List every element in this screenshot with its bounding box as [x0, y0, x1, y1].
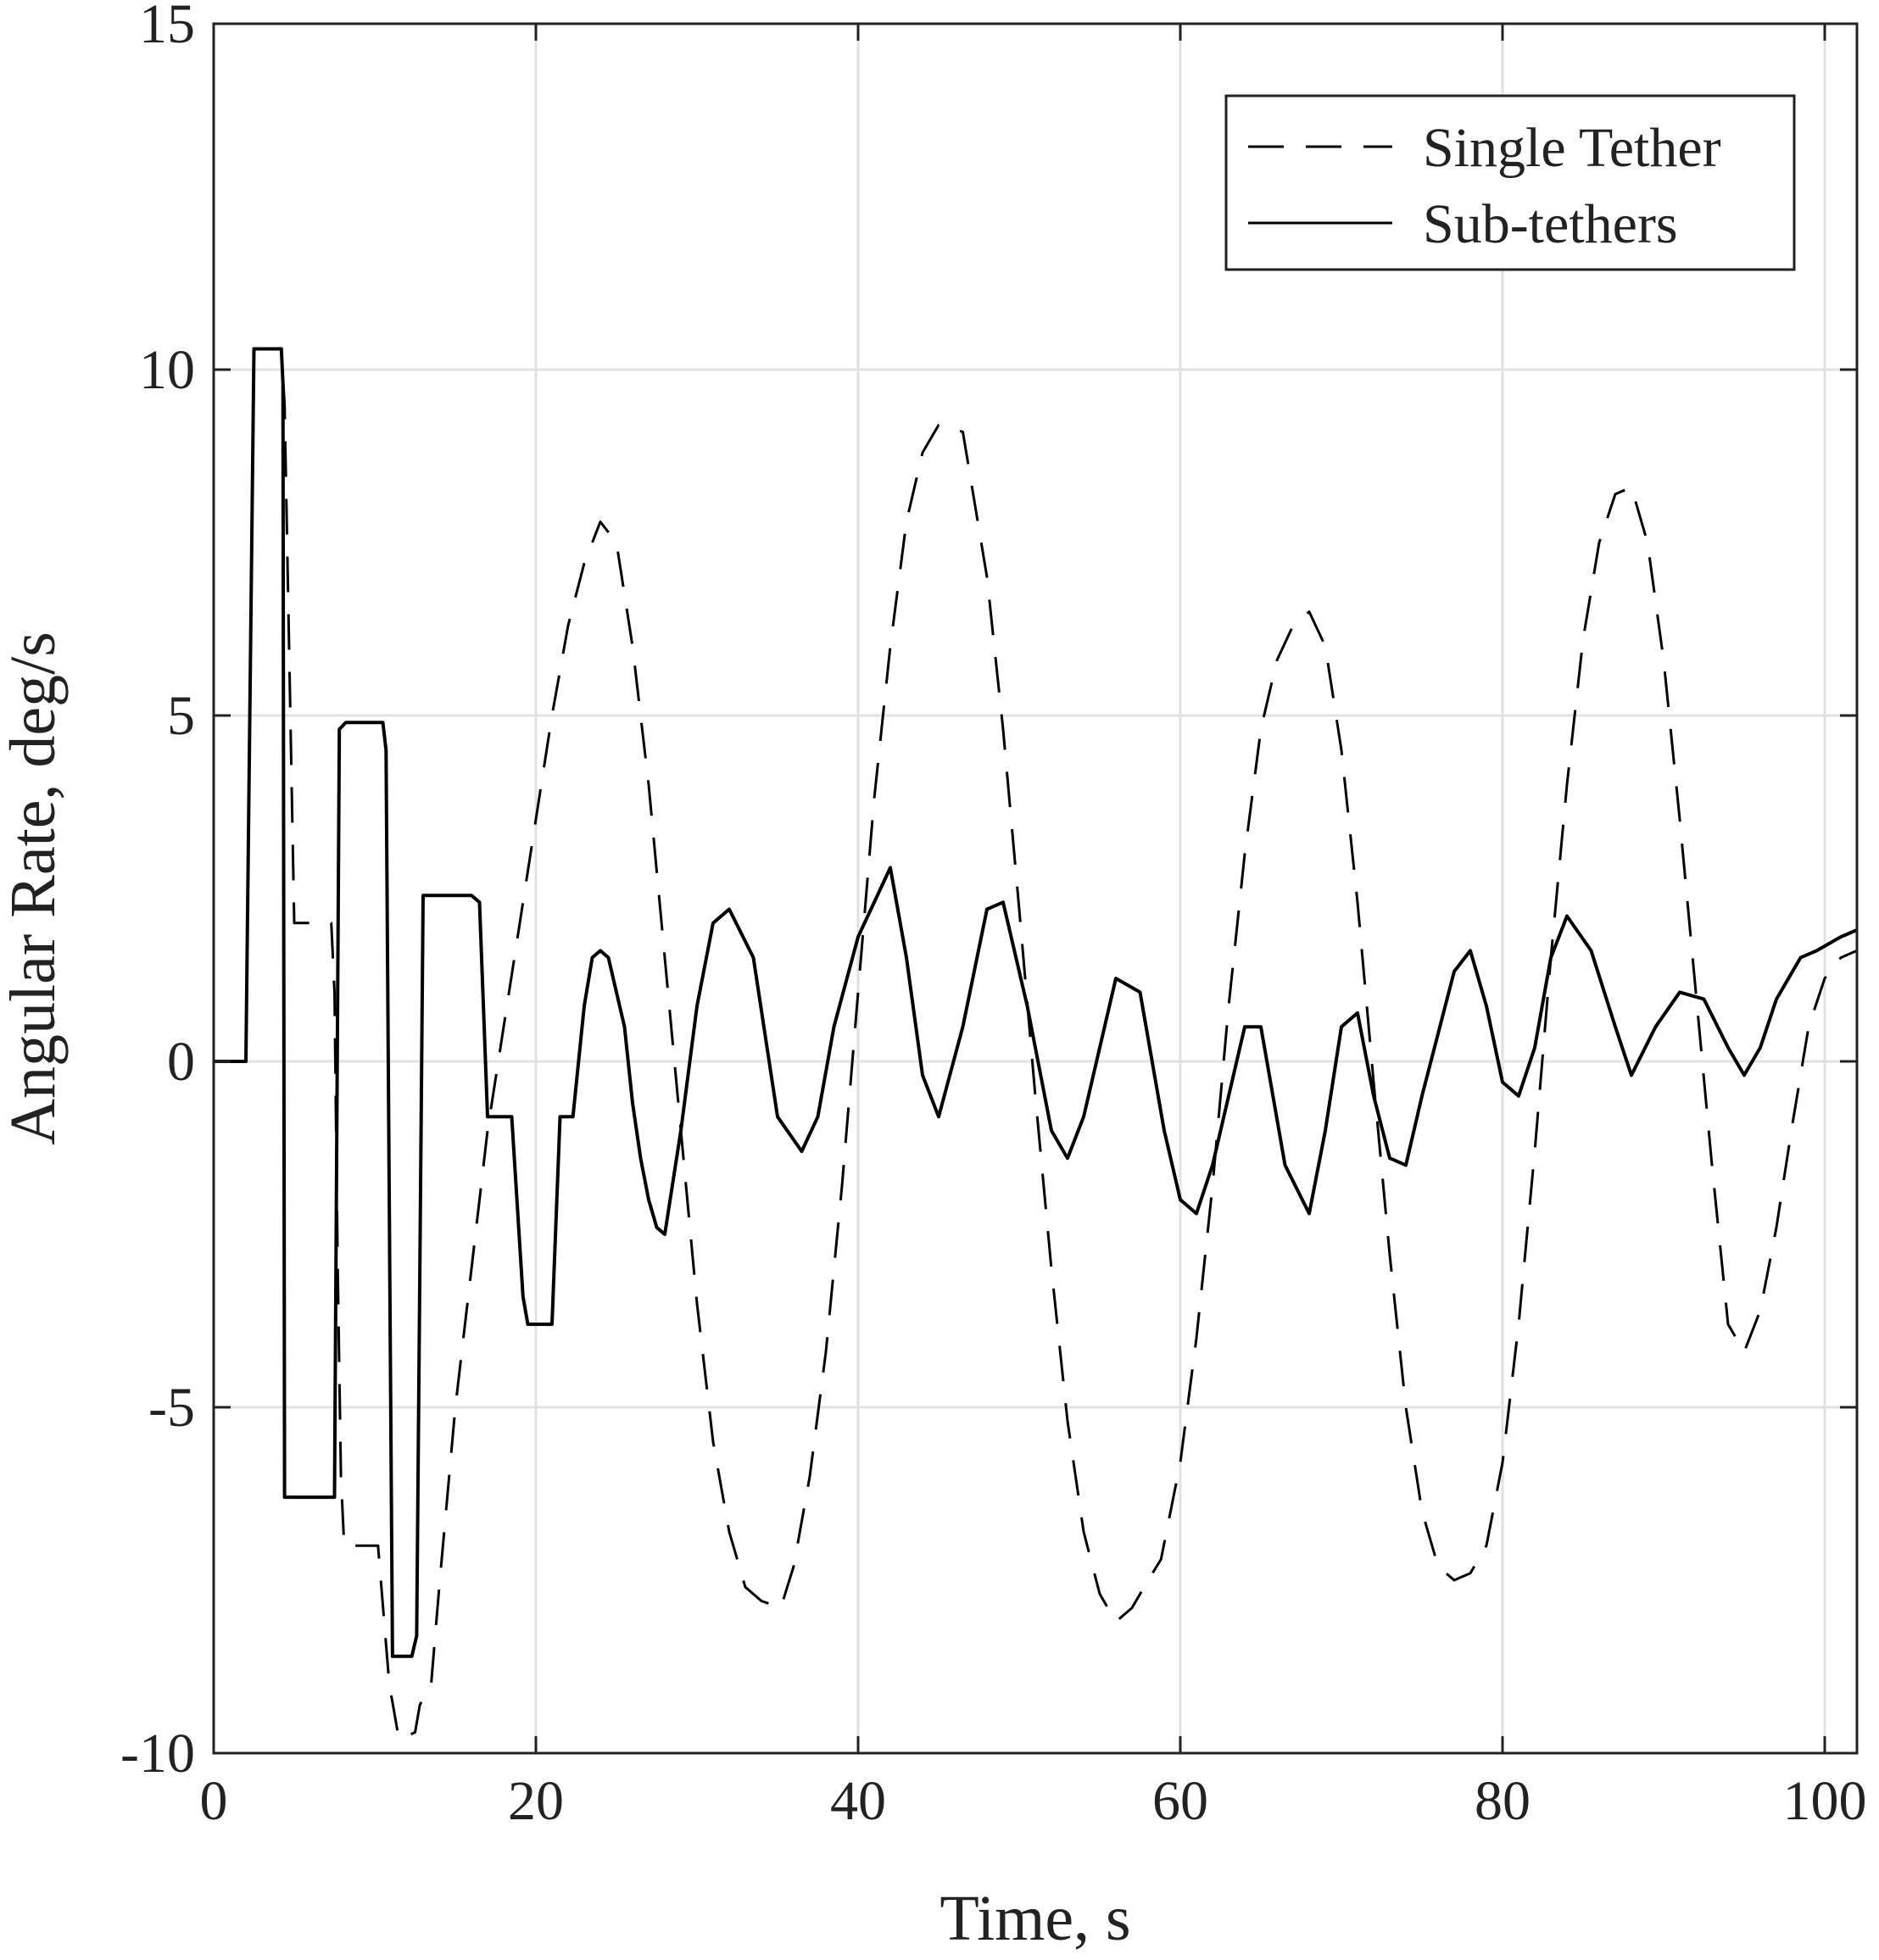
legend-box: [1224, 94, 1796, 271]
legend-label-single-tether: Single Tether: [1423, 117, 1721, 179]
tick-labels: 0 20 40 60 80 100 -10 -5 0 5 10 15: [120, 0, 1866, 1832]
plot-frame: [212, 22, 1859, 1755]
legend: Single Tether Sub-tethers: [1224, 94, 1796, 271]
x-tick-label: 0: [200, 1770, 228, 1832]
series-line-sub-tethers: [214, 347, 1858, 1658]
legend-label-sub-tethers: Sub-tethers: [1423, 193, 1678, 255]
y-tick-label: -10: [120, 1723, 195, 1785]
x-axis-label: Time, s: [939, 1883, 1130, 1954]
x-tick-label: 20: [508, 1770, 564, 1832]
y-tick-label: 0: [167, 1031, 195, 1093]
x-tick-label: 100: [1783, 1770, 1867, 1832]
series-line-single-tether: [214, 348, 1858, 1741]
ticks: [212, 22, 1857, 1755]
y-axis-label: Angular Rate, deg/s: [0, 632, 69, 1145]
x-tick-label: 80: [1475, 1770, 1531, 1832]
x-tick-label: 40: [830, 1770, 886, 1832]
y-tick-label: 15: [139, 0, 195, 55]
x-tick-label: 60: [1152, 1770, 1208, 1832]
y-tick-label: 5: [167, 685, 195, 747]
series-layer: [214, 347, 1858, 1741]
y-tick-label: -5: [148, 1377, 195, 1439]
y-tick-label: 10: [139, 339, 195, 401]
